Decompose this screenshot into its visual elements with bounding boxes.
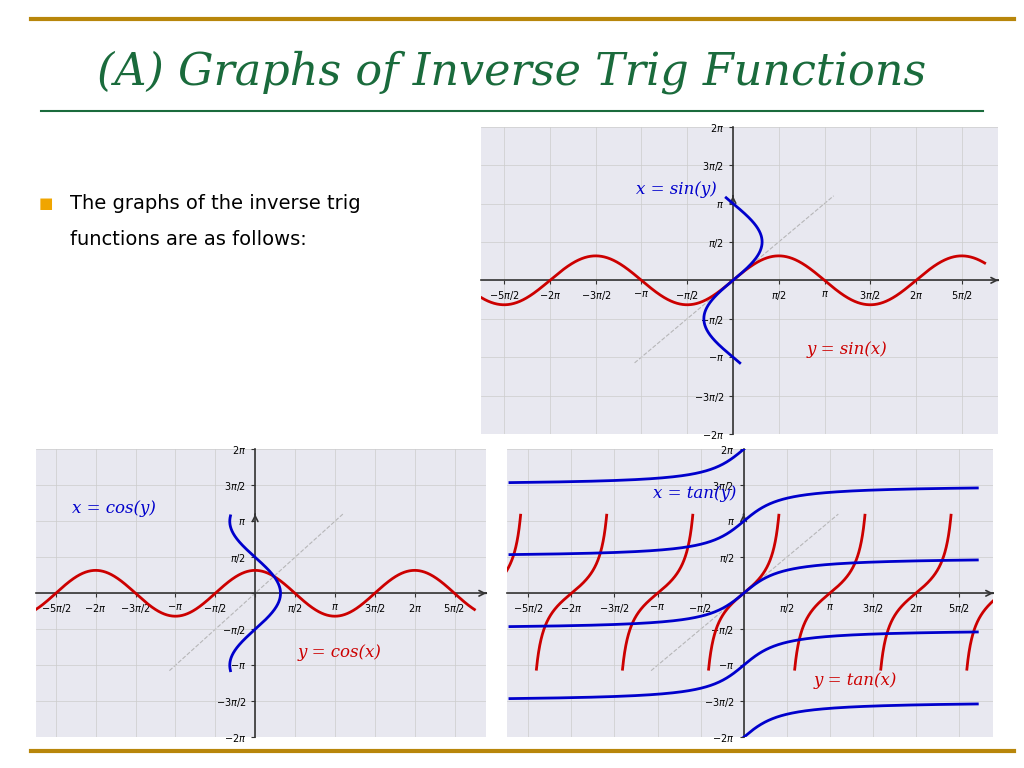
Text: x = cos(y): x = cos(y) <box>72 500 156 517</box>
Text: y = cos(x): y = cos(x) <box>297 644 381 660</box>
Text: y = tan(x): y = tan(x) <box>813 673 897 690</box>
Text: ■: ■ <box>39 196 53 211</box>
Text: functions are as follows:: functions are as follows: <box>70 230 306 250</box>
Text: x = tan(y): x = tan(y) <box>653 485 736 502</box>
Text: x = sin(y): x = sin(y) <box>636 181 717 198</box>
Text: y = sin(x): y = sin(x) <box>807 341 888 358</box>
Text: (A) Graphs of Inverse Trig Functions: (A) Graphs of Inverse Trig Functions <box>97 50 927 94</box>
Text: The graphs of the inverse trig: The graphs of the inverse trig <box>70 194 360 213</box>
